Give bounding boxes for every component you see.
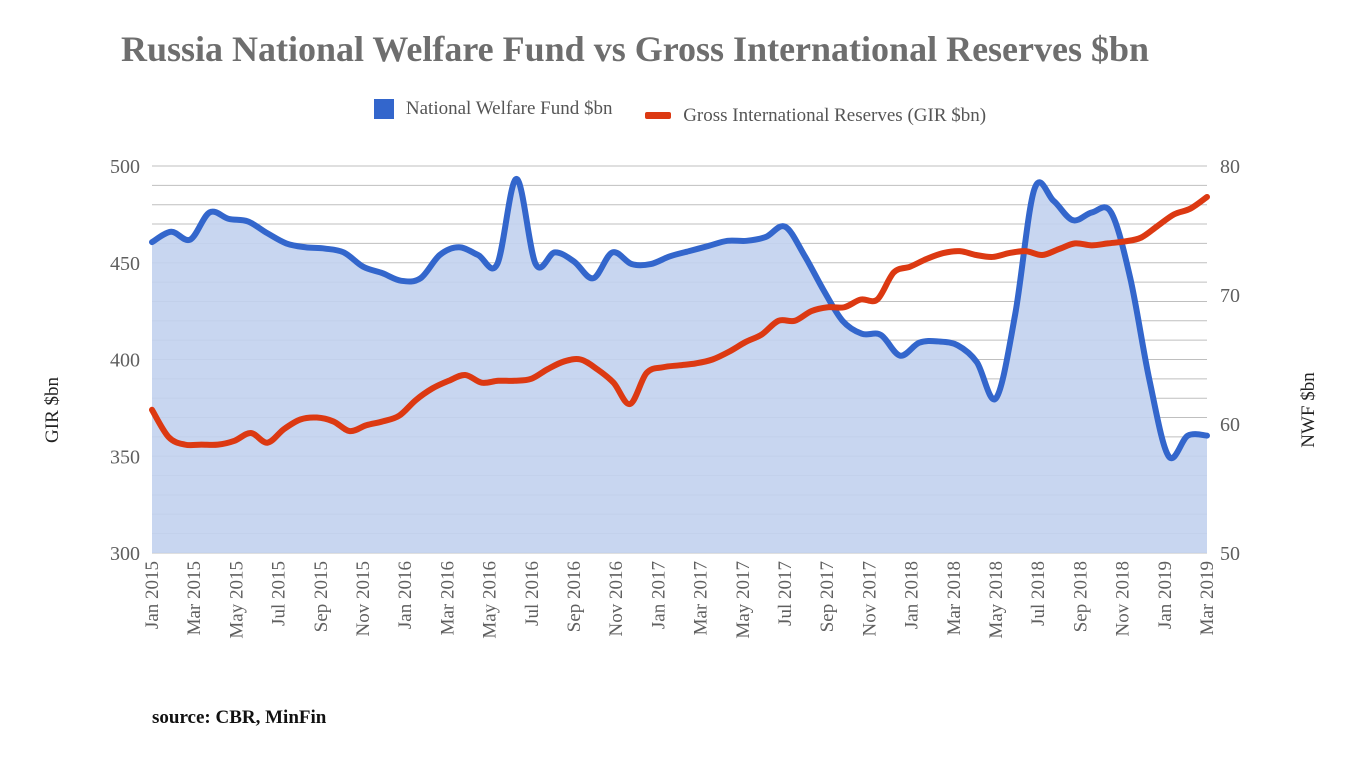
x-tick-label: Jul 2015 (269, 561, 290, 626)
left-axis-title: GIR $bn (42, 377, 63, 443)
x-tick-label: Jan 2018 (902, 561, 923, 629)
x-tick-label: May 2018 (986, 561, 1007, 639)
x-tick-label: Sep 2016 (564, 561, 585, 632)
right-tick-label: 70 (1220, 285, 1240, 307)
x-tick-label: Mar 2018 (944, 561, 965, 635)
x-tick-label: Jan 2019 (1155, 561, 1176, 629)
left-tick-label: 500 (110, 156, 140, 178)
legend-label-nwf: National Welfare Fund $bn (405, 98, 613, 119)
x-axis-ticks: Jan 2015 Mar 2015 May 2015 Jul 2015 Sep 2015… (142, 561, 1218, 639)
x-tick-label: Nov 2015 (353, 561, 374, 636)
right-tick-label: 60 (1220, 414, 1240, 436)
x-tick-label: Jan 2015 (142, 561, 163, 629)
x-tick-label: Jan 2017 (648, 561, 669, 629)
x-tick-label: Nov 2018 (1113, 561, 1134, 636)
x-tick-label: Nov 2016 (606, 561, 627, 636)
right-axis-title: NWF $bn (1298, 372, 1319, 448)
x-tick-label: Mar 2015 (184, 561, 205, 635)
x-tick-label: Jul 2016 (522, 561, 543, 626)
legend-item-nwf[interactable]: National Welfare Fund $bn (373, 98, 613, 120)
left-tick-label: 350 (110, 446, 140, 468)
gir-series-line (149, 193, 1210, 449)
legend: National Welfare Fund $bn Gross Internat… (0, 98, 1360, 127)
left-tick-label: 400 (110, 350, 140, 372)
left-tick-label: 300 (110, 543, 140, 565)
x-tick-label: Mar 2019 (1197, 561, 1218, 635)
x-tick-label: Nov 2017 (859, 561, 880, 636)
x-tick-label: Sep 2015 (311, 561, 332, 632)
x-tick-label: Jan 2016 (395, 561, 416, 629)
nwf-series-line (149, 175, 1210, 462)
x-tick-label: May 2015 (226, 561, 247, 639)
left-tick-label: 450 (110, 253, 140, 275)
right-tick-label: 80 (1220, 156, 1240, 178)
x-tick-label: May 2016 (480, 561, 501, 639)
left-axis-ticks: 300 350 400 450 500 (110, 156, 140, 565)
x-tick-label: Sep 2018 (1070, 561, 1091, 632)
chart-title: Russia National Welfare Fund vs Gross In… (120, 29, 1150, 69)
x-tick-label: Jul 2018 (1028, 561, 1049, 626)
legend-swatch-nwf (373, 99, 394, 119)
source-note: source: CBR, MinFin (152, 707, 327, 728)
right-axis-ticks: 50 60 70 80 (1220, 156, 1240, 565)
right-tick-label: 50 (1220, 543, 1240, 565)
x-tick-label: May 2017 (733, 561, 754, 639)
legend-item-gir[interactable]: Gross International Reserves (GIR $bn) (645, 105, 986, 127)
x-tick-label: Sep 2017 (817, 561, 838, 632)
legend-swatch-gir (645, 112, 672, 119)
x-tick-label: Mar 2016 (437, 561, 458, 635)
x-tick-label: Jul 2017 (775, 561, 796, 626)
x-tick-label: Mar 2017 (691, 561, 712, 635)
legend-label-gir: Gross International Reserves (GIR $bn) (683, 104, 987, 126)
